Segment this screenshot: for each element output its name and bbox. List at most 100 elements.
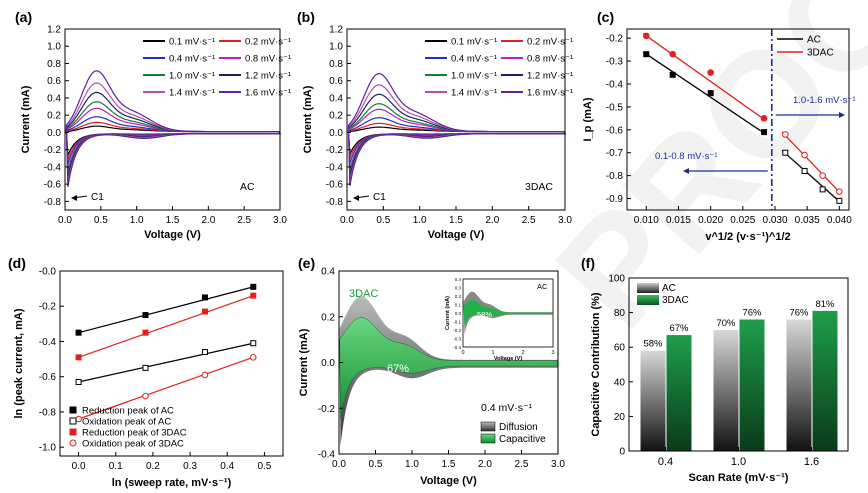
y-axis-label: Capacitive Contribution (%)	[590, 292, 602, 437]
fit-line	[78, 286, 254, 334]
x-tick-label: 0.040	[827, 215, 852, 226]
bar-value-label: 67%	[669, 323, 689, 334]
y-tick-label: -0.9	[606, 194, 624, 205]
legend-marker	[69, 428, 77, 436]
panel-label: (f)	[581, 255, 595, 271]
x-tick-label: 1.0	[405, 459, 419, 470]
x-axis-label: Voltage (V)	[144, 229, 201, 241]
legend-entry: 1.2 mV·s⁻¹	[245, 71, 291, 82]
fit-line	[781, 149, 842, 204]
x-tick-label: 0.0	[58, 215, 72, 226]
y-tick-label: -0.2	[606, 34, 624, 45]
y-tick-label: 0	[619, 447, 625, 458]
legend-entry: AC	[807, 35, 821, 46]
cv-curve	[347, 122, 567, 159]
fit-line	[642, 51, 767, 135]
legend-marker	[69, 406, 77, 414]
x-tick-label: 0.4	[220, 461, 234, 472]
legend-entry: 1.4 mV·s⁻¹	[451, 88, 497, 99]
inset-x-axis-label: Voltage (V)	[494, 356, 522, 362]
legend-entry: 1.4 mV·s⁻¹	[169, 88, 215, 99]
fit-line	[78, 356, 254, 420]
data-point	[801, 151, 808, 159]
data-point	[819, 172, 826, 179]
panel-a-cv-curves-ac: (a) 0.0 0.5 1.0 1.5 2.0 2.5 3.0 -0.8 -0.6 -0.4 -0.2…	[15, 9, 291, 241]
legend-entry: 1.0 mV·s⁻¹	[451, 71, 497, 82]
plot-frame	[59, 270, 284, 457]
legend-entry: Reduction peak of AC	[82, 406, 174, 417]
inset-y-tick-label: 0.0	[455, 311, 462, 316]
panel-d-log-peak-current: (d) 0.0 0.1 0.2 0.3 0.4 0.5 -0.0 -0.2 -0.4 -0.6 -0.…	[8, 255, 284, 489]
diffusion-area	[339, 296, 558, 446]
data-point	[781, 131, 789, 138]
x-tick-label: 1.0	[130, 215, 144, 226]
legend-entry: Oxidation peak of 3DAC	[82, 439, 184, 450]
legend-entry: 0.1 mV·s⁻¹	[451, 37, 497, 48]
sample-label: AC	[240, 181, 255, 193]
y-tick-label: -0.8	[326, 197, 344, 208]
capacitive-percent: 67%	[387, 363, 409, 375]
legend-swatch-ac	[637, 283, 659, 293]
y-axis-label: Current (mA)	[20, 85, 32, 153]
bar-value-label: 70%	[716, 318, 736, 329]
x-tick-label: 0.0	[340, 215, 354, 226]
x-tick-label: 0.3	[183, 461, 197, 472]
panel-e-capacitive-separation: (e) 0.0 0.5 1.0 1.5 2.0 2.5 3.0 -0.4 -0.2 0.0 0.2 0.…	[298, 255, 565, 487]
y-tick-label: -1.0	[39, 443, 57, 454]
x-tick-label: 3.0	[558, 215, 572, 226]
x-tick-label: 0.0	[332, 459, 346, 470]
x-tick-label: 1.5	[442, 459, 456, 470]
legend-entry: 1.6 mV·s⁻¹	[527, 88, 573, 99]
y-axis-label: I_p (mA)	[582, 97, 594, 141]
x-tick-label: 1.6	[804, 456, 819, 468]
legend-entry: 1.0 mV·s⁻¹	[169, 71, 215, 82]
x-tick-label: 0.5	[94, 215, 108, 226]
legend-entry: Diffusion	[499, 422, 538, 433]
y-tick-label: 0.0	[47, 128, 61, 139]
cv-curve	[65, 116, 282, 165]
panel-label: (c)	[597, 9, 614, 25]
fit-line	[78, 342, 254, 383]
data-point	[201, 371, 209, 379]
inset-percent: 58%	[477, 310, 492, 319]
y-tick-label: -0.7	[606, 148, 624, 159]
x-tick-label: 0.1	[109, 461, 123, 472]
inset-y-axis-label: Current (mA)	[445, 296, 451, 330]
y-tick-label: -0.6	[326, 180, 344, 191]
data-point	[142, 312, 149, 319]
y-tick-label: 0.0	[329, 128, 343, 139]
legend-entry: 0.1 mV·s⁻¹	[169, 37, 215, 48]
y-tick-label: -0.6	[606, 125, 624, 136]
y-tick-label: 0.4	[321, 267, 335, 278]
x-tick-label: 2.0	[201, 215, 215, 226]
inset-y-tick-label: 0.4	[455, 277, 462, 282]
x-tick-label: 1.5	[166, 215, 180, 226]
x-axis-label: Voltage (V)	[428, 229, 485, 241]
y-tick-label: -0.2	[39, 302, 57, 313]
data-point	[201, 349, 208, 356]
y-axis-label: Current (mA)	[302, 85, 314, 153]
legend-marker	[69, 417, 77, 425]
legend-swatch-capacitive	[480, 433, 496, 444]
y-tick-label: -0.2	[44, 145, 62, 156]
y-tick-label: -0.8	[39, 407, 57, 418]
legend-entry: 1.2 mV·s⁻¹	[527, 71, 573, 82]
x-tick-label: 2.0	[478, 459, 492, 470]
y-tick-label: -0.2	[326, 145, 344, 156]
data-point	[250, 292, 257, 299]
inset-x-tick-label: 1	[491, 350, 494, 356]
arrowhead-right	[839, 112, 845, 118]
x-tick-label: 0.030	[762, 215, 787, 226]
legend-entry: Capacitive	[499, 434, 546, 445]
legend-marker	[69, 439, 77, 447]
y-tick-label: 0.6	[329, 76, 343, 87]
panel-b-cv-curves-3dac: (b) 0.0 0.5 1.0 1.5 2.0 2.5 3.0 -0.8 -0.6 -0.4 -0.2…	[297, 9, 573, 241]
x-tick-label: 2.5	[237, 215, 251, 226]
panel-f-capacitive-contribution-bars: (f) 58% 67% 0.4 70% 76% 1.0 76% 81% 1.6 0 20 40 60 80 1…	[581, 255, 849, 484]
sample-label: 3DAC	[349, 288, 378, 300]
data-point	[801, 168, 808, 175]
sample-label: 3DAC	[525, 181, 553, 193]
data-point	[707, 69, 714, 76]
x-tick-label: 0.010	[634, 215, 659, 226]
